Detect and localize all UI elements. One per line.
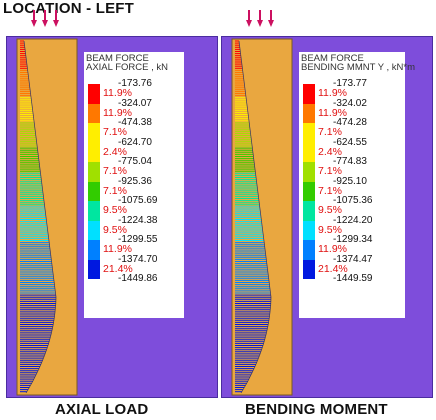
axial-force-panel: BEAM FORCE AXIAL FORCE , kN -173.76 -324.… bbox=[6, 10, 218, 398]
force-diagram-outline bbox=[23, 40, 57, 394]
legend-swatch bbox=[88, 103, 100, 123]
load-arrow-shaft bbox=[270, 10, 272, 21]
load-arrow-icon bbox=[257, 20, 263, 27]
legend-value: -925.10 bbox=[333, 175, 367, 187]
legend-swatch bbox=[303, 220, 315, 240]
legend-title: BEAM FORCE bbox=[86, 53, 149, 64]
legend-swatch bbox=[88, 162, 100, 182]
legend-swatch bbox=[88, 181, 100, 201]
axial-load-caption: AXIAL LOAD bbox=[55, 401, 149, 418]
legend-percentage: 7.1% bbox=[103, 165, 127, 177]
legend-percentage: 9.5% bbox=[103, 204, 127, 216]
legend-value: -474.38 bbox=[118, 117, 152, 128]
legend-swatch bbox=[303, 162, 315, 182]
legend-percentage: 11.9% bbox=[103, 87, 132, 99]
legend-percentage: 11.9% bbox=[103, 106, 132, 119]
legend-value: -324.07 bbox=[118, 97, 152, 109]
legend-percentage: 2.4% bbox=[318, 145, 342, 158]
axial-force-plot bbox=[16, 38, 78, 396]
load-arrow-shaft bbox=[44, 10, 46, 21]
legend-value: -624.55 bbox=[333, 136, 367, 148]
legend-value: -324.02 bbox=[333, 97, 367, 109]
force-diagram-outline bbox=[238, 40, 272, 394]
legend-percentage: 11.9% bbox=[318, 87, 347, 99]
beam-body bbox=[231, 38, 293, 396]
legend-swatch bbox=[303, 84, 315, 104]
legend-swatch bbox=[303, 142, 315, 162]
legend-value: -925.36 bbox=[118, 175, 152, 187]
legend-value: -1449.59 bbox=[333, 273, 373, 284]
legend-swatch bbox=[303, 259, 315, 279]
load-arrow-shaft bbox=[33, 10, 35, 21]
legend-percentage: 7.1% bbox=[318, 126, 342, 138]
legend-swatch bbox=[88, 220, 100, 240]
legend-value: -1374.70 bbox=[118, 253, 158, 265]
legend-percentage: 2.4% bbox=[103, 145, 127, 158]
legend-value: -1075.36 bbox=[333, 195, 373, 206]
legend-percentage: 9.5% bbox=[318, 204, 342, 216]
legend-swatch bbox=[303, 240, 315, 260]
load-arrow-icon bbox=[31, 20, 37, 27]
legend-value: -173.76 bbox=[118, 78, 152, 89]
legend-swatch bbox=[88, 142, 100, 162]
legend-swatch bbox=[303, 181, 315, 201]
legend-percentage: 21.4% bbox=[318, 262, 348, 275]
legend-percentage: 7.1% bbox=[103, 126, 127, 138]
legend-percentage: 9.5% bbox=[318, 223, 342, 236]
legend-swatch bbox=[303, 123, 315, 143]
legend-swatch bbox=[88, 201, 100, 221]
legend-percentage: 21.4% bbox=[103, 262, 133, 275]
bending-moment-legend: BEAM FORCE BENDING MMNT Y , kN*m -173.77… bbox=[299, 52, 415, 318]
legend-percentage: 7.1% bbox=[318, 165, 342, 177]
legend-value: -474.28 bbox=[333, 117, 367, 128]
legend-value: -1224.38 bbox=[118, 214, 158, 226]
load-arrow-shaft bbox=[259, 10, 261, 21]
load-arrow-shaft bbox=[55, 10, 57, 21]
legend-subtitle: BENDING MMNT Y , kN*m bbox=[301, 62, 416, 73]
legend-swatch bbox=[303, 201, 315, 221]
legend-swatch bbox=[88, 123, 100, 143]
legend-swatch bbox=[88, 84, 100, 104]
legend-value: -1224.20 bbox=[333, 214, 373, 226]
legend-swatch bbox=[303, 103, 315, 123]
page-title: LOCATION - LEFT bbox=[3, 0, 135, 17]
legend-percentage: 11.9% bbox=[103, 243, 132, 255]
legend-value: -1299.34 bbox=[333, 234, 373, 245]
legend-swatch bbox=[88, 259, 100, 279]
legend-value: -1075.69 bbox=[118, 195, 158, 206]
legend-percentage: 7.1% bbox=[318, 184, 342, 197]
legend-subtitle: AXIAL FORCE , kN bbox=[86, 62, 168, 73]
legend-percentage: 7.1% bbox=[103, 184, 127, 197]
legend-percentage: 11.9% bbox=[318, 243, 347, 255]
bending-moment-plot bbox=[231, 38, 293, 396]
legend-value: -173.77 bbox=[333, 78, 367, 89]
load-arrow-icon bbox=[53, 20, 59, 27]
legend-value: -774.83 bbox=[333, 156, 367, 167]
legend-value: -775.04 bbox=[118, 156, 152, 167]
legend-value: -1449.86 bbox=[118, 273, 158, 284]
legend-swatch bbox=[88, 240, 100, 260]
legend-title: BEAM FORCE bbox=[301, 53, 364, 64]
legend-value: -1299.55 bbox=[118, 234, 158, 245]
load-arrow-icon bbox=[268, 20, 274, 27]
legend-percentage: 11.9% bbox=[318, 106, 347, 119]
load-arrow-icon bbox=[42, 20, 48, 27]
load-arrow-shaft bbox=[248, 10, 250, 21]
legend-value: -624.70 bbox=[118, 136, 152, 148]
load-arrow-icon bbox=[246, 20, 252, 27]
legend-percentage: 9.5% bbox=[103, 223, 127, 236]
axial-force-legend: BEAM FORCE AXIAL FORCE , kN -173.76 -324.… bbox=[84, 52, 184, 318]
legend-value: -1374.47 bbox=[333, 253, 373, 265]
bending-moment-panel: BEAM FORCE BENDING MMNT Y , kN*m -173.77… bbox=[221, 10, 433, 398]
bending-moment-caption: BENDING MOMENT bbox=[245, 401, 388, 418]
